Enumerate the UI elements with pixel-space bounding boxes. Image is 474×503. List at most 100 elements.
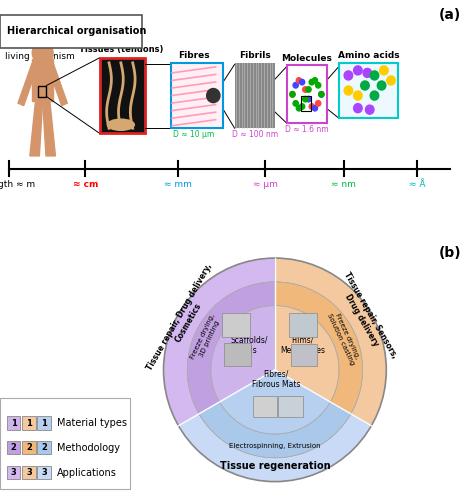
Bar — [171, 63, 223, 128]
Text: Tissue repair, Sensors,
Drug delivery: Tissue repair, Sensors, Drug delivery — [333, 270, 399, 365]
Text: Amino acids: Amino acids — [337, 51, 400, 60]
FancyBboxPatch shape — [224, 343, 251, 366]
Bar — [339, 63, 398, 118]
Circle shape — [354, 91, 362, 100]
Circle shape — [293, 101, 298, 106]
Wedge shape — [211, 306, 275, 402]
Text: ≈ mm: ≈ mm — [164, 180, 191, 189]
Text: Material types: Material types — [57, 418, 128, 428]
Text: Tissue repair, Drug delivery,
Cosmetics: Tissue repair, Drug delivery, Cosmetics — [145, 262, 223, 378]
Wedge shape — [178, 414, 372, 481]
FancyBboxPatch shape — [7, 416, 20, 430]
Text: ≈ μm: ≈ μm — [253, 180, 278, 189]
Text: Fibrils: Fibrils — [239, 51, 271, 60]
Text: Tissue regeneration: Tissue regeneration — [219, 461, 330, 471]
Wedge shape — [219, 370, 330, 434]
Text: length ≈ m: length ≈ m — [0, 180, 35, 189]
Circle shape — [316, 82, 321, 88]
Ellipse shape — [107, 118, 135, 131]
Text: 1: 1 — [11, 418, 17, 428]
Wedge shape — [275, 258, 386, 481]
Text: living organism: living organism — [5, 52, 74, 61]
Circle shape — [377, 81, 386, 90]
Text: Hierarchical organisation: Hierarchical organisation — [7, 26, 146, 36]
Circle shape — [344, 71, 353, 80]
Circle shape — [296, 106, 301, 111]
Text: Scaffolds/
Gels: Scaffolds/ Gels — [230, 336, 268, 355]
Text: Molecules: Molecules — [282, 54, 332, 63]
Circle shape — [370, 91, 379, 100]
Text: Applications: Applications — [57, 468, 117, 477]
Circle shape — [319, 92, 324, 97]
Circle shape — [303, 97, 308, 102]
FancyBboxPatch shape — [37, 441, 51, 455]
FancyBboxPatch shape — [22, 466, 36, 479]
Polygon shape — [49, 63, 67, 106]
Text: D ≈ 1.6 nm: D ≈ 1.6 nm — [285, 125, 329, 134]
Text: ≈ Å: ≈ Å — [409, 180, 425, 189]
Circle shape — [370, 71, 379, 80]
Circle shape — [354, 66, 362, 75]
FancyBboxPatch shape — [253, 395, 277, 417]
Text: Freeze drying,
3D printing: Freeze drying, 3D printing — [190, 312, 222, 363]
Wedge shape — [275, 282, 363, 414]
Text: Fibres: Fibres — [178, 51, 210, 60]
FancyBboxPatch shape — [37, 416, 51, 430]
Text: 3: 3 — [11, 468, 17, 477]
Circle shape — [316, 101, 321, 106]
Text: Methodology: Methodology — [57, 443, 120, 453]
Circle shape — [354, 104, 362, 113]
Circle shape — [296, 77, 301, 83]
Wedge shape — [164, 258, 275, 426]
Wedge shape — [187, 282, 275, 414]
Circle shape — [319, 92, 324, 97]
Polygon shape — [18, 63, 36, 106]
Text: Freeze drying,
Solution casting: Freeze drying, Solution casting — [326, 309, 362, 366]
Circle shape — [387, 76, 395, 85]
Text: ≈ nm: ≈ nm — [331, 180, 356, 189]
FancyBboxPatch shape — [7, 466, 20, 479]
Polygon shape — [43, 101, 55, 156]
Circle shape — [300, 79, 305, 85]
Text: Tissues (tendons): Tissues (tendons) — [79, 45, 163, 54]
Text: 3: 3 — [26, 468, 32, 477]
FancyBboxPatch shape — [22, 416, 36, 430]
Wedge shape — [164, 258, 275, 481]
Text: 2: 2 — [11, 443, 17, 452]
FancyBboxPatch shape — [222, 313, 250, 337]
FancyBboxPatch shape — [7, 441, 20, 455]
Circle shape — [309, 104, 314, 109]
Circle shape — [309, 79, 314, 85]
Circle shape — [361, 81, 369, 90]
Text: 3: 3 — [41, 468, 47, 477]
Circle shape — [32, 42, 53, 64]
Wedge shape — [275, 258, 386, 426]
Circle shape — [293, 82, 298, 88]
Text: 2: 2 — [26, 443, 32, 452]
Circle shape — [365, 105, 374, 114]
Circle shape — [312, 77, 318, 83]
Bar — [32, 59, 53, 101]
FancyBboxPatch shape — [289, 313, 317, 337]
Text: 2: 2 — [41, 443, 47, 452]
Bar — [100, 58, 145, 133]
Bar — [287, 65, 327, 123]
Bar — [38, 86, 46, 97]
Bar — [235, 63, 275, 128]
Text: 1: 1 — [26, 418, 32, 428]
Circle shape — [363, 68, 372, 77]
Text: (a): (a) — [439, 8, 461, 22]
FancyBboxPatch shape — [0, 398, 130, 489]
Text: 1: 1 — [41, 418, 47, 428]
Text: ≈ cm: ≈ cm — [73, 180, 98, 189]
Circle shape — [380, 66, 388, 75]
Circle shape — [303, 87, 308, 92]
FancyBboxPatch shape — [291, 344, 317, 366]
FancyBboxPatch shape — [0, 15, 142, 48]
FancyBboxPatch shape — [278, 395, 303, 417]
Circle shape — [312, 106, 318, 111]
Circle shape — [300, 104, 305, 109]
Wedge shape — [199, 402, 351, 458]
FancyBboxPatch shape — [22, 441, 36, 455]
Wedge shape — [275, 306, 339, 402]
